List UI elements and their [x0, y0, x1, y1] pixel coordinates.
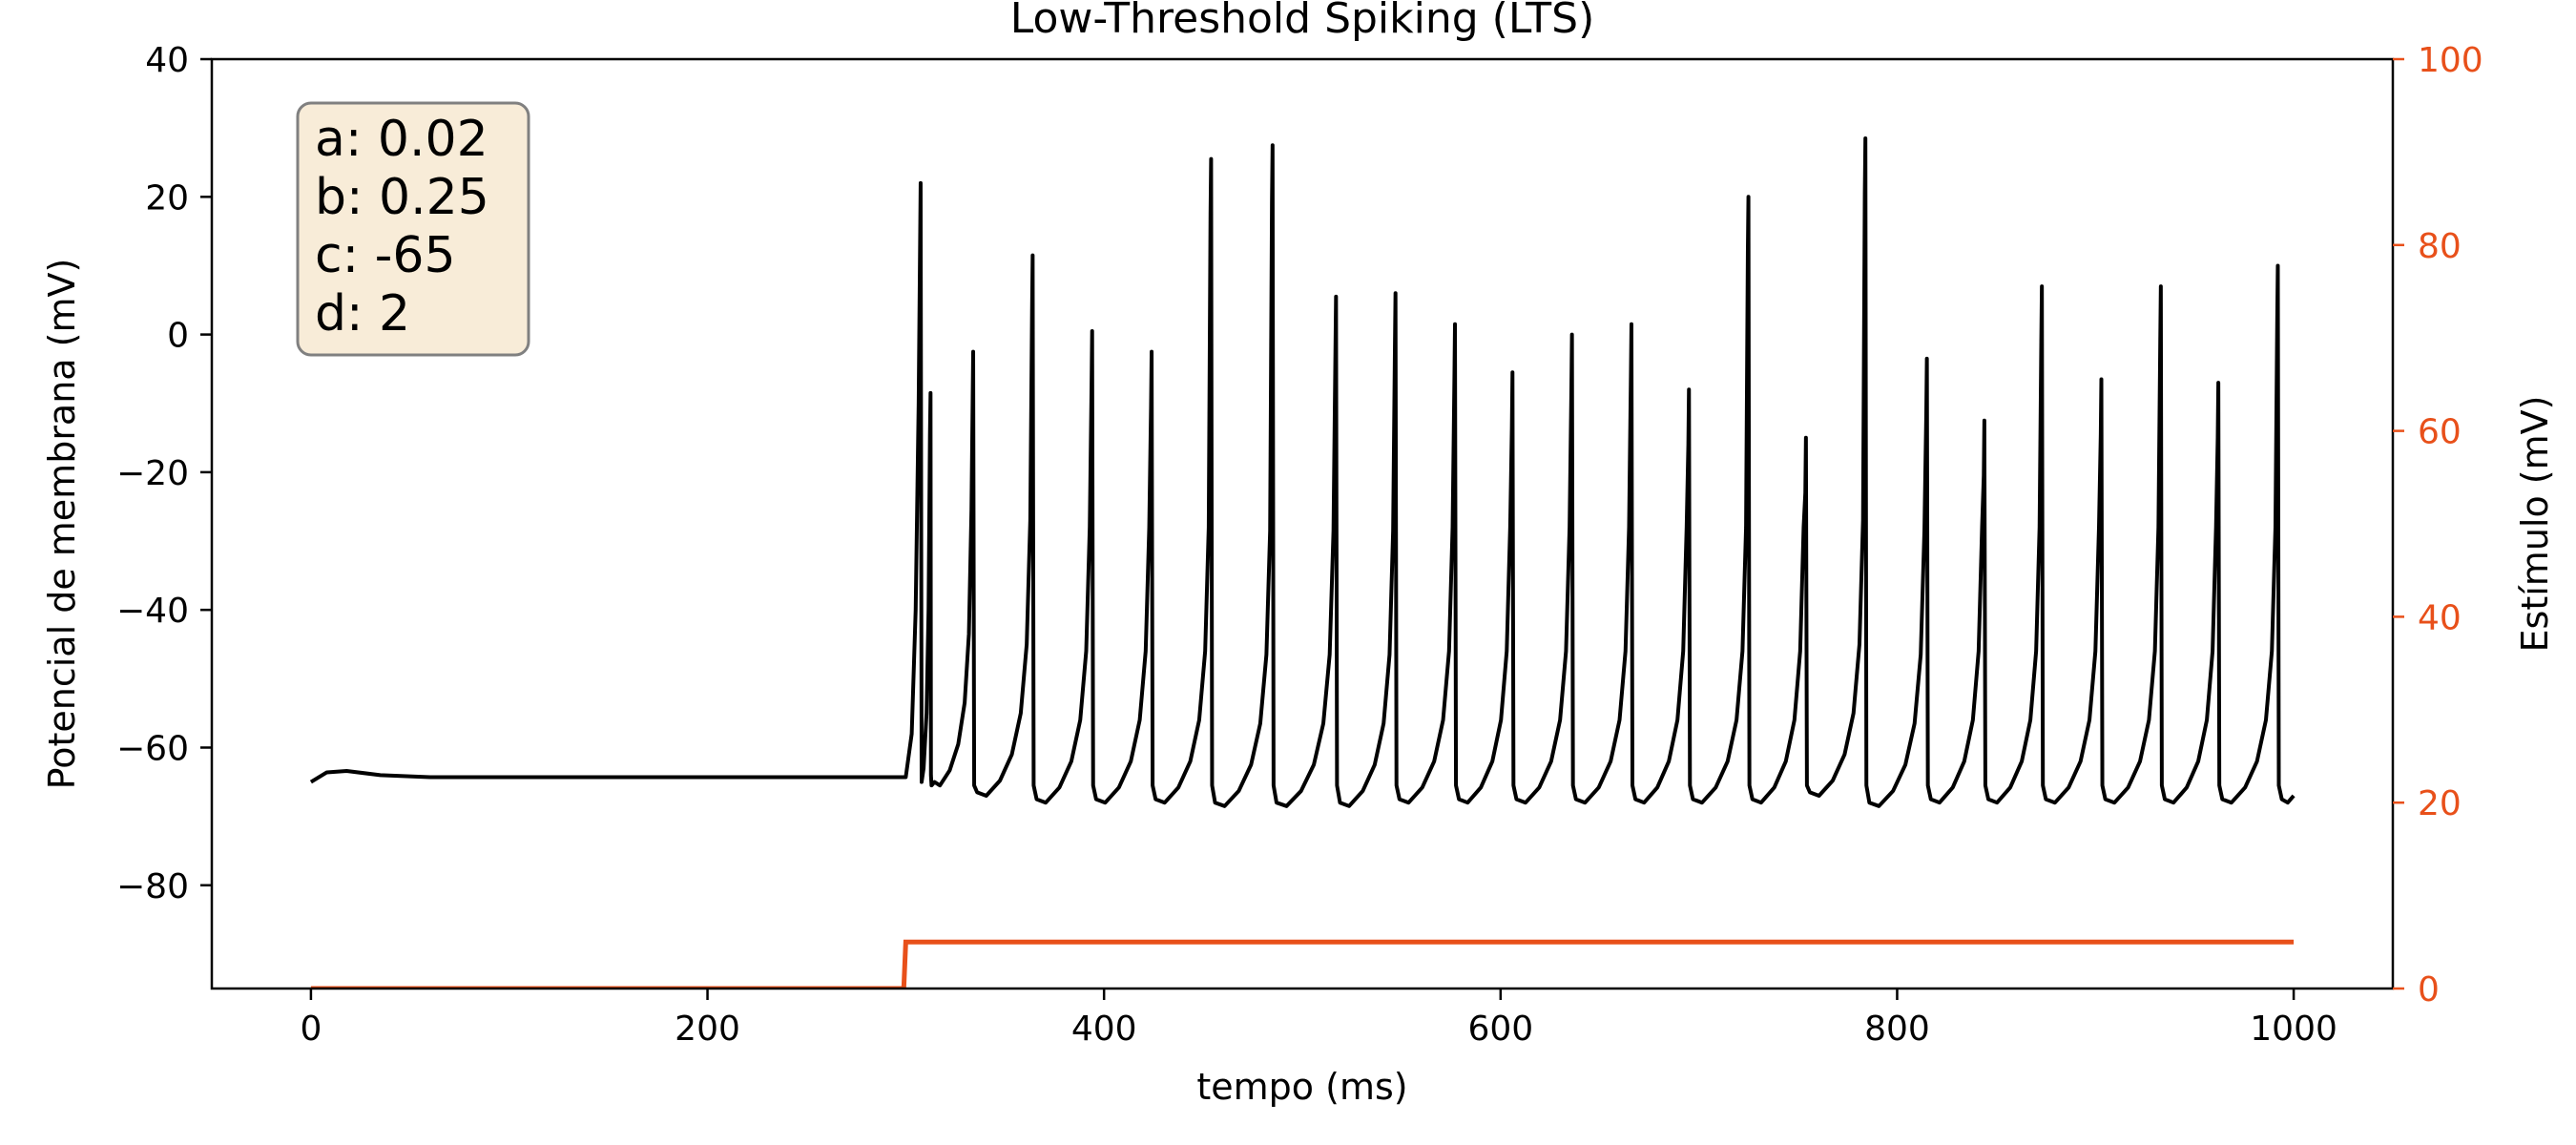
y-tick-label: 0 — [167, 317, 189, 356]
x-tick-label: 800 — [1864, 1010, 1930, 1049]
y-tick-label: −60 — [116, 729, 189, 768]
membrane-potential-line — [309, 135, 2296, 808]
parameters-box: a: 0.02 b: 0.25 c: -65 d: 2 — [296, 101, 530, 357]
y-right-tick-label: 60 — [2418, 413, 2462, 452]
x-tick-label: 200 — [675, 1010, 740, 1049]
y-right-tick-label: 0 — [2418, 970, 2440, 1010]
parameter-a: a: 0.02 — [315, 111, 488, 168]
x-tick-label: 600 — [1467, 1010, 1533, 1049]
y-right-tick-label: 20 — [2418, 784, 2462, 823]
y-right-tick-label: 40 — [2418, 598, 2462, 637]
y-right-tick-label: 100 — [2418, 41, 2483, 80]
x-tick-label: 0 — [300, 1010, 322, 1049]
parameter-b: b: 0.25 — [315, 169, 489, 226]
y-tick-label: −80 — [116, 867, 189, 906]
y-axis-label-left: Potencial de membrana (mV) — [41, 259, 83, 790]
parameter-d: d: 2 — [315, 285, 410, 343]
x-tick-label: 400 — [1071, 1010, 1137, 1049]
stimulus-line — [310, 939, 2295, 989]
y-axis-label-right: Estímulo (mV) — [2514, 396, 2556, 653]
y-tick-label: 40 — [145, 41, 189, 80]
y-tick-label: −20 — [116, 454, 189, 493]
y-tick-label: −40 — [116, 592, 189, 631]
x-axis-label: tempo (ms) — [1196, 1066, 1407, 1108]
parameter-c: c: -65 — [315, 227, 456, 284]
y-axis-right: 0 20 40 60 80 100 — [2393, 41, 2483, 1010]
x-axis: 0 200 400 600 800 1000 — [300, 989, 2337, 1049]
y-right-tick-label: 80 — [2418, 227, 2462, 266]
y-axis-left: 40 20 0 −20 −40 −60 −80 — [116, 41, 212, 906]
chart-title: Low-Threshold Spiking (LTS) — [1010, 0, 1595, 43]
plot-frame — [210, 57, 2395, 990]
y-tick-label: 20 — [145, 178, 189, 218]
x-tick-label: 1000 — [2250, 1010, 2337, 1049]
